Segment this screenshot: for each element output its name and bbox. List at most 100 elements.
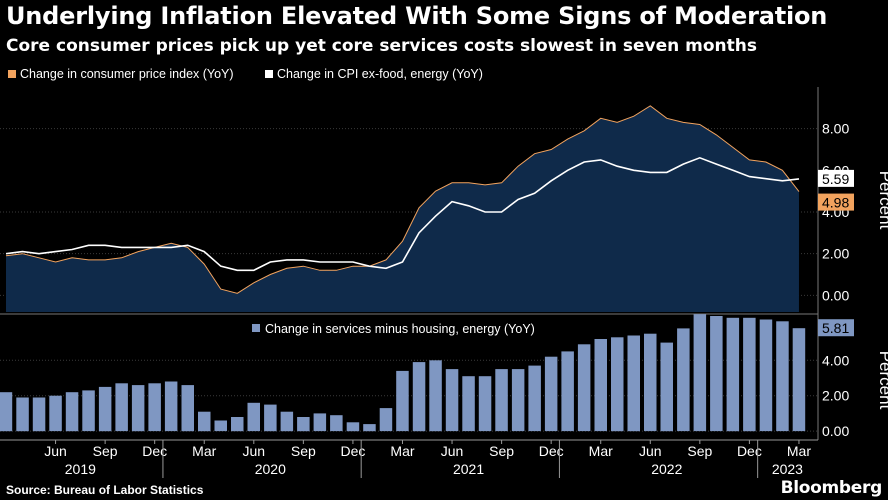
services-end-label: 5.81 [822, 320, 849, 336]
services-bar [330, 415, 343, 432]
x-month-label: Jun [441, 443, 464, 459]
x-month-label: Dec [142, 443, 167, 459]
services-bar [611, 337, 624, 432]
x-year-label: 2019 [65, 461, 96, 477]
top-ylabel: Percent [876, 171, 888, 230]
cpi-end-label-box [818, 193, 854, 211]
services-bar [379, 408, 393, 432]
bloomberg-logo: Bloomberg [780, 478, 883, 498]
services-bar [644, 333, 657, 432]
legend-swatch-cpi [8, 70, 16, 78]
services-bar [198, 411, 211, 432]
core-end-label: 5.59 [822, 171, 849, 187]
top-ytick-label: 8.00 [822, 121, 849, 137]
services-bar [98, 386, 112, 432]
top-ytick-label: 0.00 [822, 287, 849, 303]
services-bar [677, 328, 690, 432]
services-bar [131, 385, 145, 432]
services-bar [82, 390, 95, 432]
services-bar [792, 328, 806, 432]
x-month-label: Sep [291, 443, 316, 459]
x-year-label: 2023 [772, 461, 803, 477]
x-month-label: Sep [489, 443, 514, 459]
x-month-label: Dec [539, 443, 564, 459]
services-bar [181, 385, 194, 432]
legend-item-cpi: Change in consumer price index (YoY) [8, 67, 234, 81]
services-bar [660, 342, 673, 432]
source-note: Source: Bureau of Labor Statistics [6, 483, 204, 497]
services-bar [148, 383, 161, 432]
x-month-label: Jun [243, 443, 266, 459]
services-bar [429, 360, 442, 432]
services-bar [445, 369, 459, 432]
services-bar [49, 395, 62, 432]
services-bar [577, 344, 591, 432]
x-month-label: Dec [340, 443, 365, 459]
x-month-label: Mar [589, 443, 613, 459]
cpi-end-label: 4.98 [822, 195, 849, 211]
services-bar [363, 424, 376, 432]
x-month-label: Mar [390, 443, 414, 459]
legend-label-cpi: Change in consumer price index (YoY) [20, 67, 234, 81]
bar-legend-label: Change in services minus housing, energy… [265, 322, 535, 336]
services-bar [710, 316, 723, 432]
chart-title: Underlying Inflation Elevated With Some … [6, 2, 828, 30]
services-bar [693, 314, 707, 432]
legend-label-core: Change in CPI ex-food, energy (YoY) [277, 67, 483, 81]
bar-legend: Change in services minus housing, energy… [246, 320, 566, 338]
services-bar [313, 413, 327, 432]
services-bar [264, 404, 277, 432]
x-year-label: 2020 [255, 461, 286, 477]
chart-subtitle: Core consumer prices pick up yet core se… [6, 36, 757, 56]
services-bar [528, 365, 541, 432]
services-bar [462, 376, 475, 432]
x-month-label: Sep [687, 443, 712, 459]
services-bar [511, 369, 525, 432]
core-cpi-series-line [5, 156, 800, 272]
bottom-ytick-label: 4.00 [822, 352, 849, 368]
bottom-ytick-label: 2.00 [822, 388, 849, 404]
services-bar [478, 376, 492, 432]
services-bar [65, 392, 79, 432]
cpi-series-line [5, 105, 800, 294]
services-bar [726, 317, 740, 432]
x-year-label: 2022 [651, 461, 682, 477]
services-bar [759, 319, 773, 432]
x-month-label: Jun [639, 443, 662, 459]
services-bar [297, 417, 310, 432]
x-year-label: 2021 [453, 461, 484, 477]
services-bar [776, 321, 789, 432]
services-bar [280, 411, 294, 432]
x-month-label: Sep [93, 443, 118, 459]
legend-item-core: Change in CPI ex-food, energy (YoY) [265, 67, 483, 81]
services-bar [115, 383, 128, 432]
legend-swatch-core [265, 70, 273, 78]
top-ytick-label: 2.00 [822, 246, 849, 262]
x-month-label: Dec [737, 443, 762, 459]
services-bar [214, 420, 227, 432]
services-bar [16, 397, 29, 432]
services-bar [346, 422, 360, 432]
services-bar [0, 392, 13, 432]
services-bar [594, 339, 607, 432]
x-month-label: Mar [192, 443, 216, 459]
services-bar [412, 362, 426, 432]
x-month-label: Jun [44, 443, 67, 459]
bar-legend-swatch [252, 324, 260, 332]
services-bar [231, 417, 244, 432]
services-bar [396, 370, 409, 432]
services-bar [495, 369, 508, 432]
x-month-label: Mar [787, 443, 811, 459]
services-bar [164, 381, 178, 432]
cpi-area [6, 105, 799, 312]
services-bar [743, 317, 756, 432]
core-end-label-box [818, 169, 854, 187]
services-bar [627, 335, 640, 432]
bottom-ylabel: Percent [876, 351, 888, 410]
bottom-ytick-label: 0.00 [822, 423, 849, 439]
services-bar [32, 397, 46, 432]
services-bar [247, 402, 260, 432]
services-end-label-box [818, 319, 854, 337]
services-bar [544, 356, 558, 432]
